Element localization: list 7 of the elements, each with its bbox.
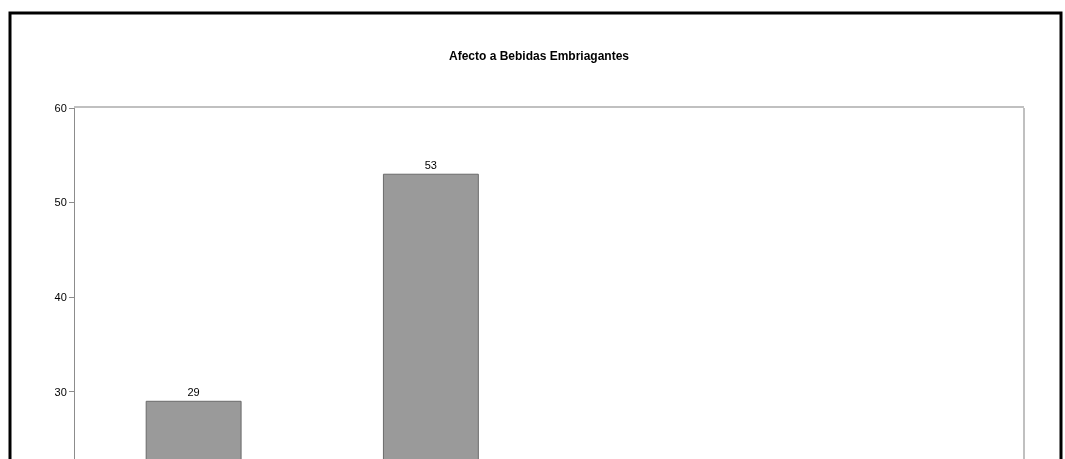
y-tick-label: 50 — [54, 196, 67, 209]
data-label: 29 — [187, 386, 200, 399]
data-label: 53 — [424, 159, 438, 172]
y-tick-label: 30 — [54, 385, 67, 398]
chart-title: Afecto a Bebidas Embriagantes — [448, 49, 630, 64]
y-tick-label: 40 — [54, 291, 67, 304]
y-tick-label: 60 — [54, 101, 67, 114]
